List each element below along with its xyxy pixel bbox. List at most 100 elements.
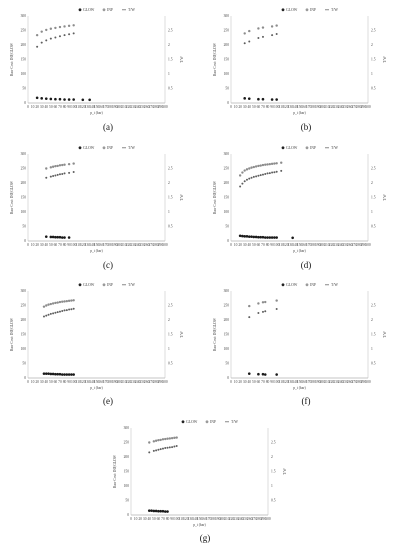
x-tick-label: 20	[238, 243, 242, 247]
y-tick-label: 50	[225, 225, 229, 229]
data-point-glow	[58, 97, 62, 101]
x-tick-label: 270	[252, 517, 258, 521]
y-tick-label: 250	[21, 29, 27, 33]
data-point-inf	[275, 162, 278, 165]
x-tick-label: 110	[76, 105, 81, 109]
x-tick-label: 170	[306, 243, 312, 247]
x-tick-label: 140	[292, 243, 298, 247]
data-point-inf	[45, 167, 48, 170]
y-tick-label: 50	[22, 87, 26, 91]
y-tick-label: 200	[124, 455, 130, 459]
y-tick-right-label: 0.5	[168, 87, 173, 91]
data-point-glow	[42, 372, 46, 375]
x-tick-label: 120	[283, 243, 289, 247]
data-point-glow	[257, 97, 260, 101]
data-point-glow	[51, 372, 55, 376]
legend-marker-glow	[281, 283, 285, 287]
y-axis-label: Raw Cost: INF,GLOW	[10, 180, 15, 214]
data-point-tw	[157, 448, 160, 451]
x-tick-label: 210	[324, 380, 330, 384]
x-tick-label: 80	[166, 517, 170, 521]
y-tick-label: 100	[21, 347, 27, 351]
data-point-glow	[67, 373, 71, 376]
y-tick-label: 100	[21, 210, 27, 214]
data-point-inf	[63, 25, 66, 28]
y-tick-label: 250	[21, 167, 27, 171]
x-tick-label: 180	[311, 380, 317, 384]
data-point-inf	[245, 168, 249, 171]
x-tick-label: 100	[71, 380, 77, 384]
y-tick-label: 250	[224, 304, 230, 308]
y-tick-label: 50	[22, 362, 26, 366]
data-point-inf	[261, 26, 265, 29]
x-tick-label: 220	[126, 105, 132, 109]
legend-marker-inf	[102, 8, 106, 12]
x-tick-label: 80	[266, 105, 270, 109]
chart-panel-f: 0 50 100 150 200 250 300 0.5 1 1.5 2 2.5 0 10 20 30 40 50…	[203, 275, 405, 415]
data-point-glow	[51, 235, 55, 239]
data-point-glow	[60, 236, 64, 239]
legend-marker-glow	[78, 146, 82, 150]
legend-label-tw: T/W	[128, 146, 135, 150]
y-tick-label: 300	[21, 289, 27, 293]
data-point-tw	[159, 448, 162, 451]
x-tick-label: 190	[112, 243, 118, 247]
data-point-tw	[171, 446, 174, 449]
x-tick-label: 0	[230, 243, 232, 247]
data-point-tw	[266, 172, 269, 175]
data-point-glow	[257, 372, 260, 376]
data-point-tw	[248, 40, 251, 43]
data-point-inf	[168, 437, 172, 440]
x-tick-label: 270	[149, 105, 155, 109]
x-tick-label: 50	[49, 380, 53, 384]
data-point-tw	[54, 174, 57, 177]
y-tick-label: 300	[124, 426, 130, 430]
x-tick-label: 30	[243, 380, 247, 384]
data-point-inf	[170, 436, 174, 440]
data-point-inf	[72, 162, 75, 165]
data-point-tw	[239, 185, 242, 188]
data-point-tw	[52, 312, 55, 315]
chart-panel-d: 0 50 100 150 200 250 300 0.5 1 1.5 2 2.5 0 10 20 30 40 50…	[203, 138, 405, 278]
x-tick-label: 270	[352, 380, 358, 384]
y-tick-label: 300	[224, 289, 230, 293]
data-point-glow	[268, 236, 272, 239]
data-point-tw	[45, 39, 48, 42]
data-point-glow	[63, 98, 66, 101]
x-tick-label: 150	[297, 243, 303, 247]
data-point-tw	[70, 308, 73, 311]
x-tick-label: 250	[139, 105, 145, 109]
x-tick-label: 50	[152, 517, 156, 521]
x-tick-label: 260	[347, 380, 353, 384]
x-tick-label: 200	[117, 243, 123, 247]
x-tick-label: 180	[211, 517, 217, 521]
data-point-tw	[241, 182, 244, 185]
x-tick-label: 0	[27, 105, 29, 109]
x-tick-label: 30	[40, 105, 44, 109]
y-tick-label: 300	[224, 152, 230, 156]
y-axis-right-label: T/W	[383, 331, 387, 338]
x-tick-label: 120	[80, 380, 86, 384]
data-point-inf	[58, 25, 62, 29]
x-tick-label: 210	[224, 517, 230, 521]
x-tick-label: 270	[149, 243, 155, 247]
x-tick-label: 260	[347, 105, 353, 109]
y-tick-right-label: 0.5	[371, 225, 376, 229]
data-point-inf	[243, 169, 246, 172]
chart-panel-c: 0 50 100 150 200 250 300 0.5 1 1.5 2 2.5 0 10 20 30 40 50…	[0, 138, 202, 278]
x-tick-label: 140	[192, 517, 198, 521]
data-point-tw	[245, 178, 248, 181]
y-tick-right-label: 1.5	[168, 196, 173, 200]
data-point-tw	[243, 180, 246, 183]
data-point-inf	[270, 162, 274, 166]
data-point-tw	[275, 307, 278, 310]
x-tick-label: 230	[233, 517, 239, 521]
legend-label-inf: INF	[310, 283, 316, 287]
x-tick-label: 120	[183, 517, 189, 521]
data-point-inf	[241, 171, 244, 174]
data-point-inf	[175, 436, 178, 439]
data-point-glow	[245, 235, 249, 238]
legend-label-glow: GLOW	[286, 8, 298, 12]
x-tick-label: 50	[252, 243, 256, 247]
